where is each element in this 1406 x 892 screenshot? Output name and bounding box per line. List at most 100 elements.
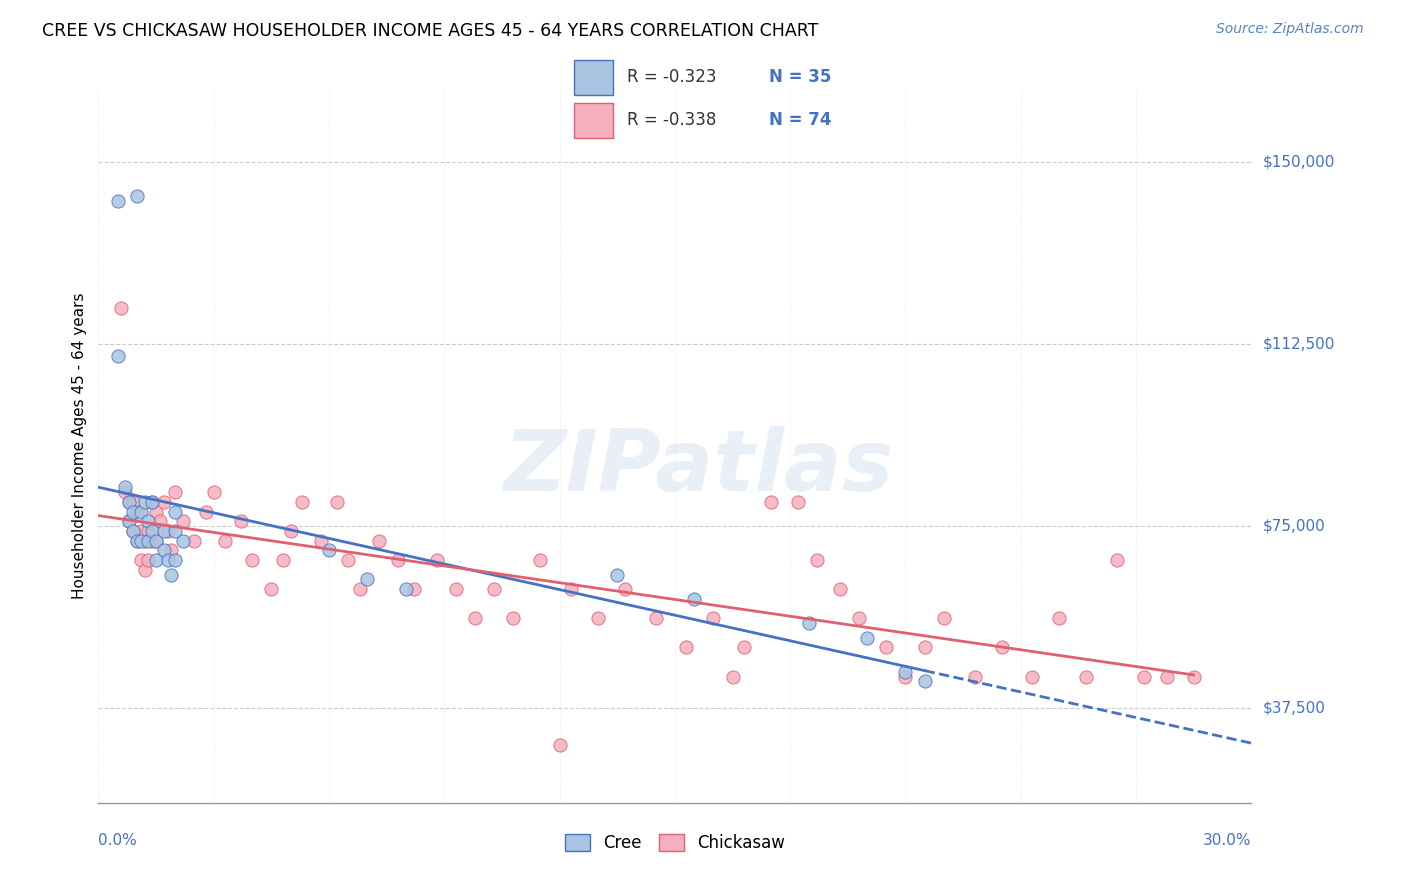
Point (613, 582, 636, 597)
Text: R = -0.323: R = -0.323 (627, 68, 717, 86)
Point (733, 640, 755, 655)
Point (894, 665, 917, 679)
Point (138, 524, 160, 538)
Point (141, 495, 163, 509)
Point (145, 533, 167, 548)
Point (271, 553, 294, 567)
Point (172, 514, 194, 528)
Text: N = 35: N = 35 (769, 68, 831, 86)
Point (229, 514, 252, 528)
Point (1074, 670, 1097, 684)
Point (1105, 553, 1128, 567)
Point (107, 349, 129, 363)
Point (160, 543, 183, 558)
Point (122, 504, 145, 518)
Point (1182, 670, 1205, 684)
Point (134, 533, 156, 548)
Point (426, 553, 449, 567)
Point (141, 495, 163, 509)
Point (145, 533, 167, 548)
Point (484, 582, 506, 597)
Point (202, 485, 225, 500)
Point (1156, 670, 1178, 684)
Point (114, 480, 136, 494)
FancyBboxPatch shape (574, 103, 613, 138)
Point (586, 611, 609, 625)
Point (145, 553, 167, 567)
Point (325, 495, 347, 509)
Point (702, 611, 724, 625)
Point (644, 611, 666, 625)
Point (856, 631, 879, 645)
Text: $150,000: $150,000 (1263, 154, 1334, 169)
Point (387, 553, 409, 567)
Text: 30.0%: 30.0% (1204, 833, 1251, 848)
Point (156, 553, 179, 567)
Point (156, 524, 179, 538)
Point (560, 582, 582, 597)
Point (118, 514, 141, 528)
Point (145, 504, 167, 518)
Point (932, 611, 955, 625)
Point (464, 611, 486, 625)
Point (240, 553, 263, 567)
Point (138, 514, 160, 528)
Point (152, 524, 174, 538)
Point (799, 616, 821, 631)
Point (134, 495, 156, 509)
Point (848, 611, 870, 625)
Point (683, 591, 706, 606)
Text: Source: ZipAtlas.com: Source: ZipAtlas.com (1216, 22, 1364, 37)
Point (990, 640, 1012, 655)
Point (914, 674, 936, 689)
Point (183, 533, 205, 548)
Point (786, 495, 808, 509)
Point (721, 670, 744, 684)
Point (830, 582, 852, 597)
Point (395, 582, 418, 597)
Text: $75,000: $75,000 (1263, 518, 1326, 533)
Text: N = 74: N = 74 (769, 111, 831, 129)
Point (125, 189, 148, 203)
Point (172, 533, 194, 548)
Point (894, 670, 917, 684)
Text: CREE VS CHICKASAW HOUSEHOLDER INCOME AGES 45 - 64 YEARS CORRELATION CHART: CREE VS CHICKASAW HOUSEHOLDER INCOME AGE… (42, 22, 818, 40)
Point (759, 495, 782, 509)
Point (110, 301, 132, 315)
Point (548, 738, 571, 752)
Point (356, 573, 378, 587)
Point (806, 553, 828, 567)
Point (165, 553, 187, 567)
Y-axis label: Householder Income Ages 45 - 64 years: Householder Income Ages 45 - 64 years (72, 293, 87, 599)
Point (122, 524, 145, 538)
Point (129, 533, 152, 548)
Point (129, 553, 152, 567)
Point (141, 533, 163, 548)
Point (125, 504, 148, 518)
Point (349, 582, 371, 597)
FancyBboxPatch shape (574, 60, 613, 95)
Point (502, 611, 524, 625)
Point (125, 533, 148, 548)
Text: $112,500: $112,500 (1263, 336, 1334, 351)
Point (118, 495, 141, 509)
Legend: Cree, Chickasaw: Cree, Chickasaw (558, 827, 792, 859)
Point (1132, 670, 1154, 684)
Point (129, 524, 152, 538)
Point (122, 495, 145, 509)
Point (311, 533, 333, 548)
Point (675, 640, 697, 655)
Point (118, 495, 141, 509)
Point (138, 553, 160, 567)
Point (318, 543, 340, 558)
Point (118, 514, 141, 528)
Text: $37,500: $37,500 (1263, 700, 1326, 715)
Point (875, 640, 897, 655)
Point (1047, 611, 1070, 625)
Point (114, 485, 136, 500)
Point (337, 553, 360, 567)
Point (152, 495, 174, 509)
Point (260, 582, 283, 597)
Point (1021, 670, 1043, 684)
Point (606, 567, 628, 582)
